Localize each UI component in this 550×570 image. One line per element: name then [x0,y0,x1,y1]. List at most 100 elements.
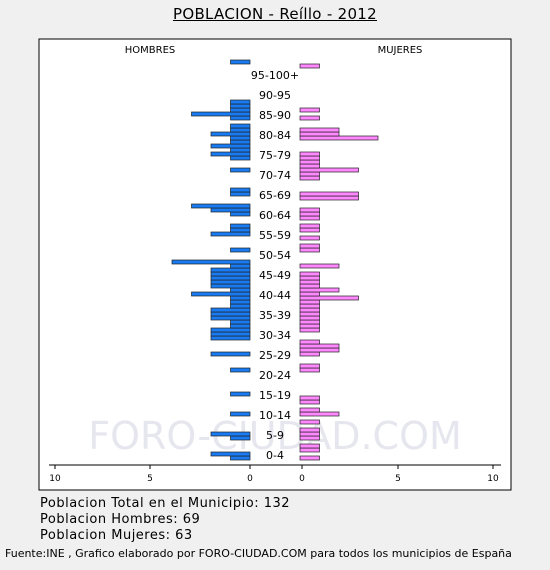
page-title: POBLACION - Reíllo - 2012 [173,5,377,23]
bar-mujeres-70-74-0 [299,175,320,181]
bar-mujeres-60-64-2 [299,207,320,213]
bar-mujeres-5-9-2 [299,427,320,433]
bar-mujeres-35-39-1 [299,311,320,317]
bar-mujeres-70-74-2 [299,167,359,173]
bar-hombres-10-14-1 [230,411,251,417]
age-label-10-14: 10-14 [259,409,291,422]
bar-hombres-45-49-3 [230,263,251,269]
bar-hombres-0-4-1 [210,451,251,457]
bar-mujeres-15-19-0 [299,395,320,401]
bar-mujeres-80-84-1 [299,131,340,137]
bar-mujeres-80-84-0 [299,135,379,141]
bar-mujeres-0-4-0 [299,455,320,461]
bar-mujeres-40-44-4 [299,279,320,285]
bar-mujeres-35-39-0 [299,315,320,321]
bar-hombres-5-9-0 [230,435,251,441]
bar-mujeres-10-14-1 [299,411,340,417]
bar-mujeres-30-34-3 [299,323,320,329]
age-label-65-69: 65-69 [259,189,291,202]
bar-hombres-25-29-1 [210,351,251,357]
age-label-45-49: 45-49 [259,269,291,282]
tick-label-left-0: 0 [247,474,253,484]
bar-mujeres-40-44-1 [299,291,320,297]
source-footer: Fuente:INE , Grafico elaborado por FORO-… [5,547,512,560]
bar-mujeres-35-39-3 [299,303,320,309]
bar-mujeres-70-74-4 [299,159,320,165]
age-label-90-95: 90-95 [259,89,291,102]
bar-hombres-85-90-2 [230,107,251,113]
age-label-70-74: 70-74 [259,169,291,182]
tick-label-left-5: 5 [147,474,153,484]
bar-mujeres-95-100+-3 [299,63,320,69]
chart-frame [38,38,512,491]
bar-hombres-55-59-3 [230,223,251,229]
bar-hombres-65-69-2 [230,187,251,193]
bar-hombres-45-49-0 [210,275,251,281]
bar-mujeres-45-49-0 [299,275,320,281]
age-label-15-19: 15-19 [259,389,291,402]
bar-mujeres-60-64-0 [299,215,320,221]
bar-hombres-55-59-1 [210,231,251,237]
bar-hombres-40-44-3 [210,283,251,289]
bar-hombres-50-54-2 [230,247,251,253]
bar-hombres-55-59-2 [230,227,251,233]
tick-label-right-5: 5 [395,474,401,484]
bar-hombres-85-90-1 [191,111,251,117]
bar-mujeres-40-44-2 [299,287,340,293]
watermark: FORO-CIUDAD.COM [88,414,462,458]
bar-mujeres-55-59-0 [299,235,320,241]
bar-hombres-40-44-2 [230,287,251,293]
bar-mujeres-10-14-2 [299,407,320,413]
bar-hombres-35-39-0 [210,315,251,321]
bar-hombres-45-49-1 [210,271,251,277]
bar-hombres-45-49-2 [210,267,251,273]
bar-mujeres-25-29-3 [299,343,340,349]
population-pyramid-chart: FORO-CIUDAD.COM HOMBRES MUJERES 0-4 5-9 10… [38,38,512,491]
age-label-5-9: 5-9 [266,429,284,442]
bar-hombres-75-79-0 [230,155,251,161]
bar-mujeres-0-4-3 [299,443,320,449]
bar-hombres-20-24-2 [230,367,251,373]
hombres-header: HOMBRES [125,45,176,56]
bar-mujeres-75-79-1 [299,151,320,157]
bar-hombres-35-39-3 [230,303,251,309]
bar-mujeres-5-9-1 [299,431,320,437]
male-population: Poblacion Hombres: 69 [40,512,201,527]
bar-mujeres-40-44-3 [299,283,320,289]
bar-mujeres-40-44-0 [299,295,359,301]
bar-hombres-40-44-4 [210,279,251,285]
bar-hombres-35-39-4 [230,299,251,305]
bar-mujeres-75-79-0 [299,155,320,161]
bar-hombres-30-34-0 [210,335,251,341]
bar-hombres-70-74-2 [230,167,251,173]
age-label-75-79: 75-79 [259,149,291,162]
age-label-0-4: 0-4 [266,449,284,462]
bar-hombres-80-84-2 [230,127,251,133]
bar-hombres-45-49-4 [171,259,251,265]
bar-mujeres-35-39-2 [299,307,320,313]
female-population: Poblacion Mujeres: 63 [40,528,193,543]
age-label-50-54: 50-54 [259,249,291,262]
bar-hombres-60-64-2 [210,207,251,213]
bar-hombres-75-79-4 [230,139,251,145]
bar-hombres-0-4-0 [230,455,251,461]
bar-mujeres-25-29-1 [299,351,320,357]
bar-mujeres-10-14-4 [299,399,320,405]
bar-hombres-85-90-3 [230,103,251,109]
bar-mujeres-60-64-1 [299,211,320,217]
bar-hombres-40-44-0 [230,295,251,301]
bar-mujeres-20-24-2 [299,367,320,373]
bar-mujeres-65-69-1 [299,191,359,197]
bar-hombres-35-39-1 [210,311,251,317]
bar-hombres-60-64-3 [191,203,251,209]
bar-hombres-15-19-1 [230,391,251,397]
bars-layer: 0-4 5-9 10-14 15-19 20-24 25-29 30-34 35-39 40-4… [171,59,379,462]
bar-hombres-85-90-4 [230,99,251,105]
x-axis: 10 5 0 0 5 10 [49,464,501,484]
bar-mujeres-30-34-2 [299,327,320,333]
bar-mujeres-20-24-3 [299,363,320,369]
bar-hombres-75-79-2 [230,147,251,153]
bar-mujeres-55-59-3 [299,223,320,229]
age-label-85-90: 85-90 [259,109,291,122]
bar-mujeres-85-90-2 [299,107,320,113]
